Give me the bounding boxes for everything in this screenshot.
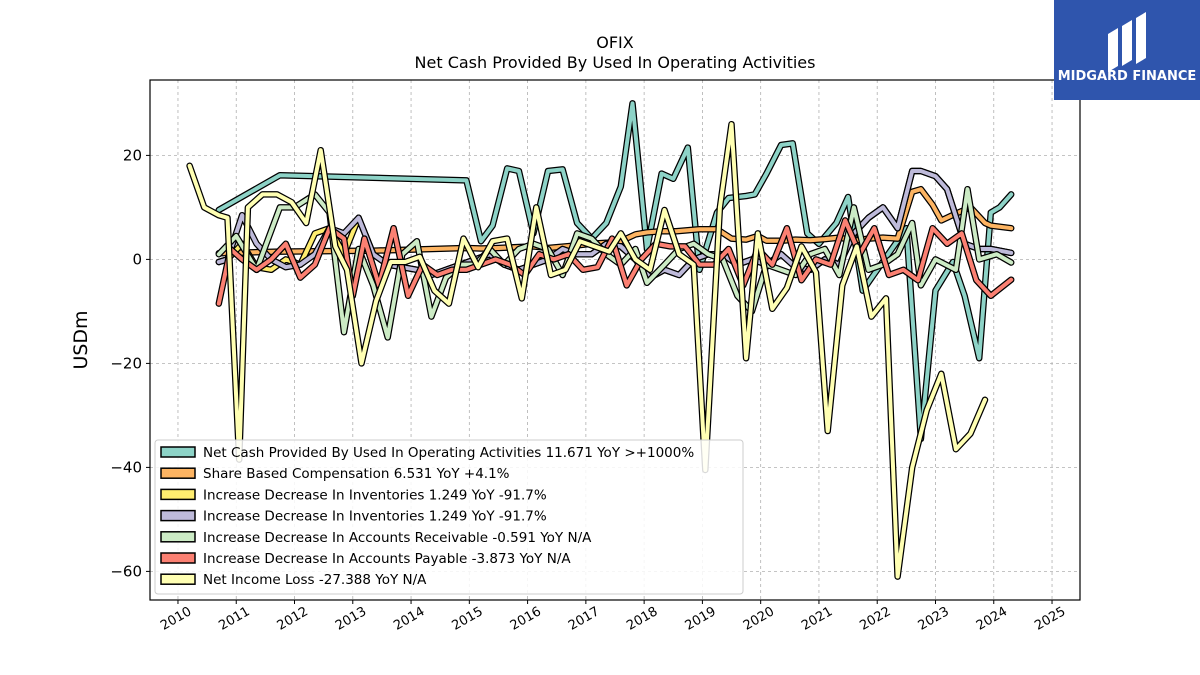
legend-label: Increase Decrease In Inventories 1.249 Y… (203, 509, 547, 525)
legend-box (154, 439, 744, 595)
legend-label: Share Based Compensation 6.531 YoY +4.1% (203, 466, 510, 482)
legend-label: Increase Decrease In Inventories 1.249 Y… (203, 487, 547, 503)
y-tick-label: −60 (110, 562, 142, 580)
legend-label: Increase Decrease In Accounts Receivable… (203, 530, 592, 546)
legend-swatch (160, 573, 196, 585)
brand-name: MIDGARD FINANCE (1058, 69, 1197, 84)
y-tick-label: −40 (110, 458, 142, 476)
series-line (186, 120, 989, 580)
legend-swatch (160, 531, 196, 543)
y-axis-label: USDm (70, 310, 92, 369)
y-axis-ticks: −60 −40 −20 0 20 (110, 146, 150, 580)
chart-title: OFIX (596, 33, 634, 52)
legend: Net Cash Provided By Used In Operating A… (154, 439, 744, 595)
legend-swatch (160, 552, 196, 564)
legend-swatch (160, 488, 196, 501)
legend-label: Net Cash Provided By Used In Operating A… (203, 445, 694, 461)
plot-lines (186, 100, 1015, 580)
chart-subtitle: Net Cash Provided By Used In Operating A… (415, 53, 816, 72)
brand-mark-icon (1108, 12, 1146, 72)
y-tick-label: 20 (123, 146, 142, 164)
legend-label: Increase Decrease In Accounts Payable -3… (203, 551, 571, 567)
legend-swatch (160, 509, 196, 522)
brand-logo: MIDGARD FINANCE (1054, 0, 1200, 100)
legend-swatch (160, 467, 196, 479)
series-path (187, 122, 987, 579)
plot-frame (149, 79, 1081, 601)
y-tick-label: 0 (132, 250, 142, 268)
legend-swatch (160, 446, 196, 458)
y-tick-label: −20 (110, 354, 142, 372)
legend-label: Net Income Loss -27.388 YoY N/A (203, 572, 427, 588)
